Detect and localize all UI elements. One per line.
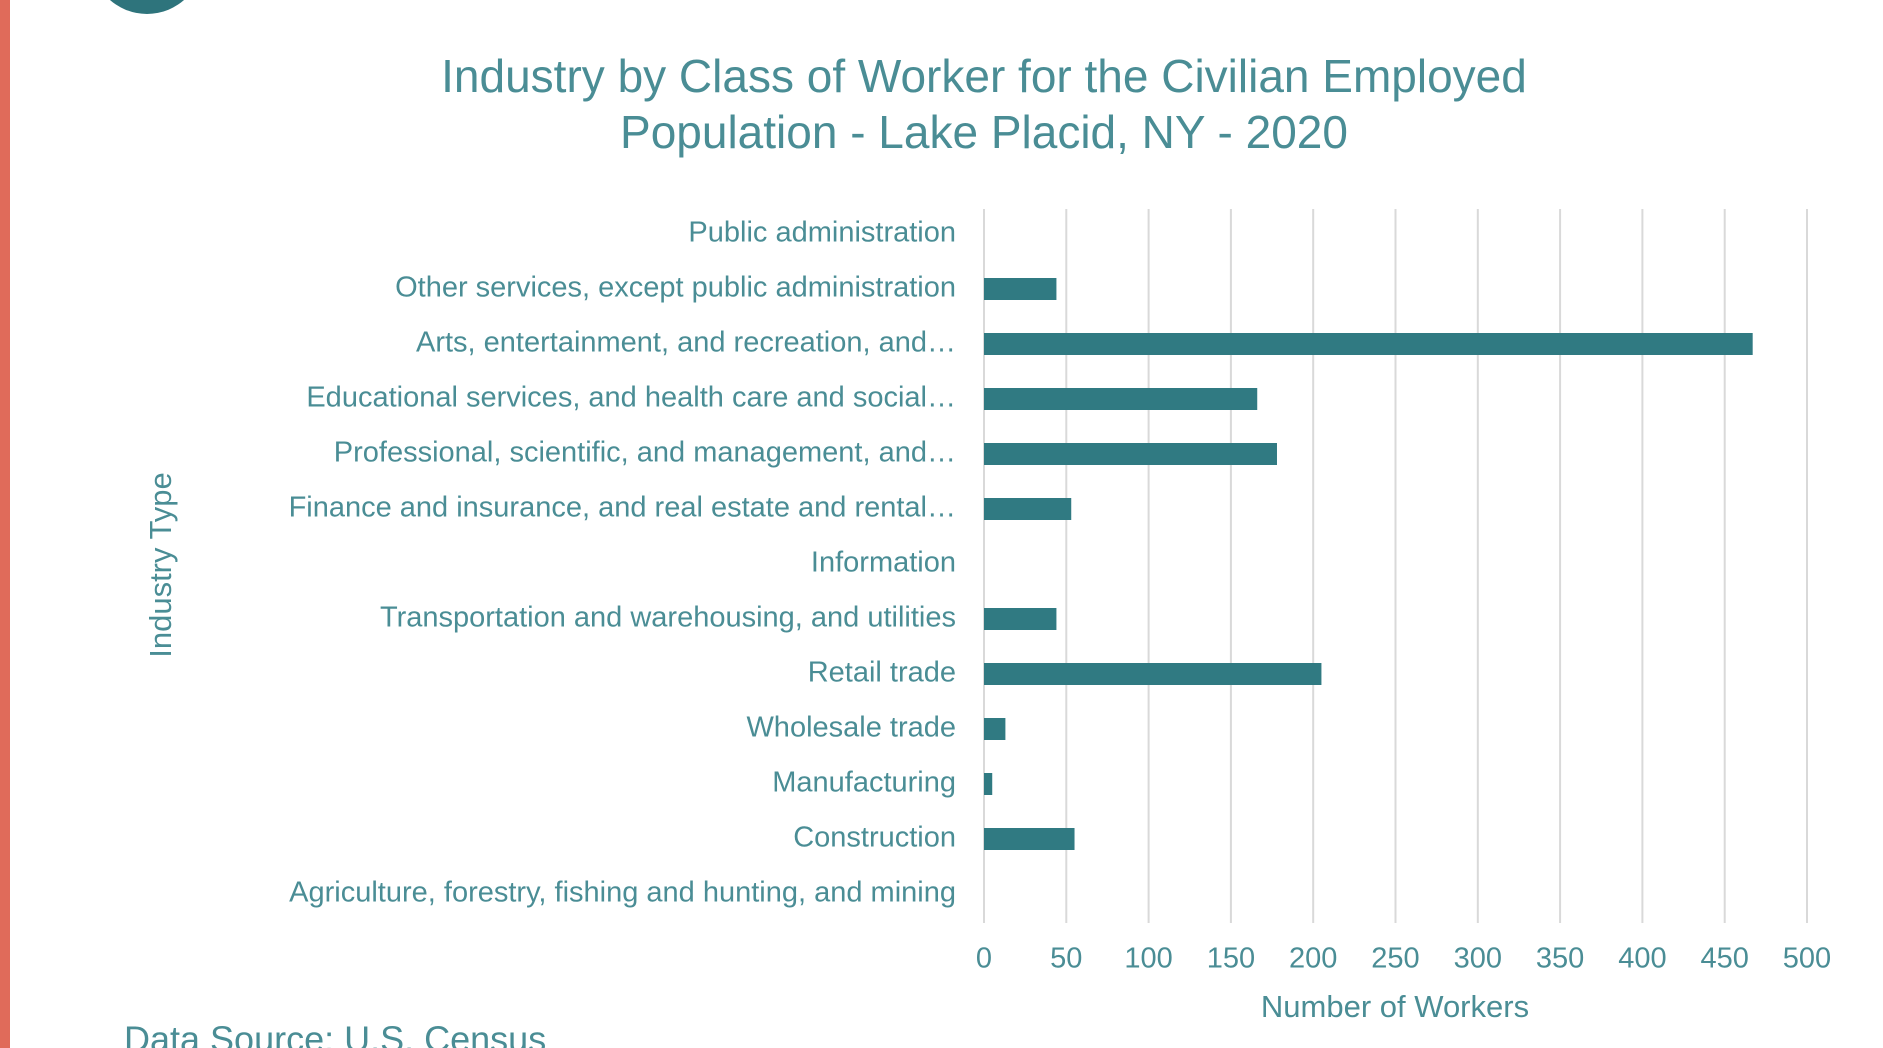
- y-tick-label: Information: [811, 547, 956, 579]
- y-tick-label: Educational services, and health care an…: [306, 382, 956, 414]
- x-tick-label: 250: [1371, 943, 1419, 975]
- y-tick-label: Wholesale trade: [746, 712, 956, 744]
- bar: [984, 333, 1753, 355]
- chart-title-line-1: Industry by Class of Worker for the Civi…: [441, 50, 1527, 102]
- bar: [984, 663, 1322, 685]
- x-tick-label: 200: [1289, 943, 1337, 975]
- y-tick-label: Agriculture, forestry, fishing and hunti…: [289, 877, 956, 909]
- y-tick-label: Professional, scientific, and management…: [334, 437, 956, 469]
- y-tick-label: Manufacturing: [772, 767, 956, 799]
- y-tick-label: Finance and insurance, and real estate a…: [289, 492, 956, 524]
- x-tick-label: 100: [1124, 943, 1172, 975]
- y-axis-title: Industry Type: [143, 472, 178, 658]
- plot-area: 0 50 100 150 200 250 300 350 400 450 500 Public adm…: [289, 209, 1831, 975]
- left-accent-bar: [0, 0, 10, 1048]
- chart-title-line-2: Population - Lake Placid, NY - 2020: [620, 106, 1348, 158]
- bar: [984, 498, 1072, 520]
- x-tick-label: 150: [1207, 943, 1255, 975]
- x-tick-label: 450: [1701, 943, 1749, 975]
- y-tick-label: Public administration: [688, 217, 956, 249]
- bar: [984, 608, 1057, 630]
- x-axis-title: Number of Workers: [1261, 989, 1529, 1024]
- bar: [984, 278, 1057, 300]
- x-tick-label: 50: [1050, 943, 1082, 975]
- x-tick-label: 400: [1618, 943, 1666, 975]
- y-tick-label: Construction: [793, 822, 956, 854]
- y-tick-label: Transportation and warehousing, and util…: [380, 602, 956, 634]
- bar: [984, 828, 1075, 850]
- x-tick-label: 300: [1454, 943, 1502, 975]
- bar: [984, 443, 1277, 465]
- y-tick-label: Arts, entertainment, and recreation, and…: [416, 327, 956, 359]
- data-source: Data Source: U.S. Census: [124, 1019, 546, 1048]
- bar: [984, 773, 993, 795]
- bar: [984, 718, 1006, 740]
- decorative-circle: [109, 0, 185, 14]
- x-tick-label: 350: [1536, 943, 1584, 975]
- y-tick-label: Other services, except public administra…: [395, 272, 956, 304]
- y-tick-label: Retail trade: [808, 657, 956, 689]
- x-tick-label: 0: [976, 943, 992, 975]
- x-tick-label: 500: [1783, 943, 1831, 975]
- bar: [984, 388, 1258, 410]
